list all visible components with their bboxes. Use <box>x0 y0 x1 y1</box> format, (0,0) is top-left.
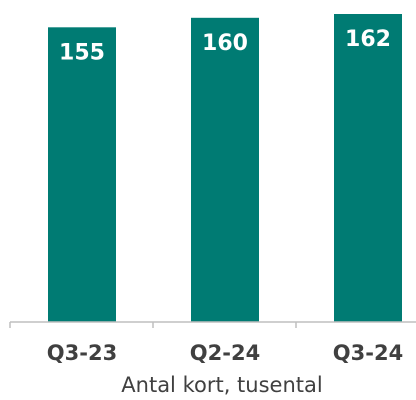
bars-group <box>48 14 402 323</box>
x-axis-label: Antal kort, tusental <box>121 373 322 397</box>
x-axis <box>9 321 416 328</box>
data-label-q2-24: 160 <box>202 31 248 56</box>
x-tick-label-q3-24: Q3-24 <box>333 341 403 365</box>
x-tick-label-q3-23: Q3-23 <box>47 341 117 365</box>
data-labels-group: 155 160 162 <box>59 27 391 65</box>
x-ticks-group: Q3-23 Q2-24 Q3-24 <box>47 341 403 365</box>
bar-q2-24 <box>191 17 259 323</box>
x-tick-label-q2-24: Q2-24 <box>190 341 260 365</box>
data-label-q3-23: 155 <box>59 40 105 65</box>
data-label-q3-24: 162 <box>345 27 391 52</box>
bar-q3-24 <box>334 14 402 322</box>
bar-q3-23 <box>48 27 116 322</box>
